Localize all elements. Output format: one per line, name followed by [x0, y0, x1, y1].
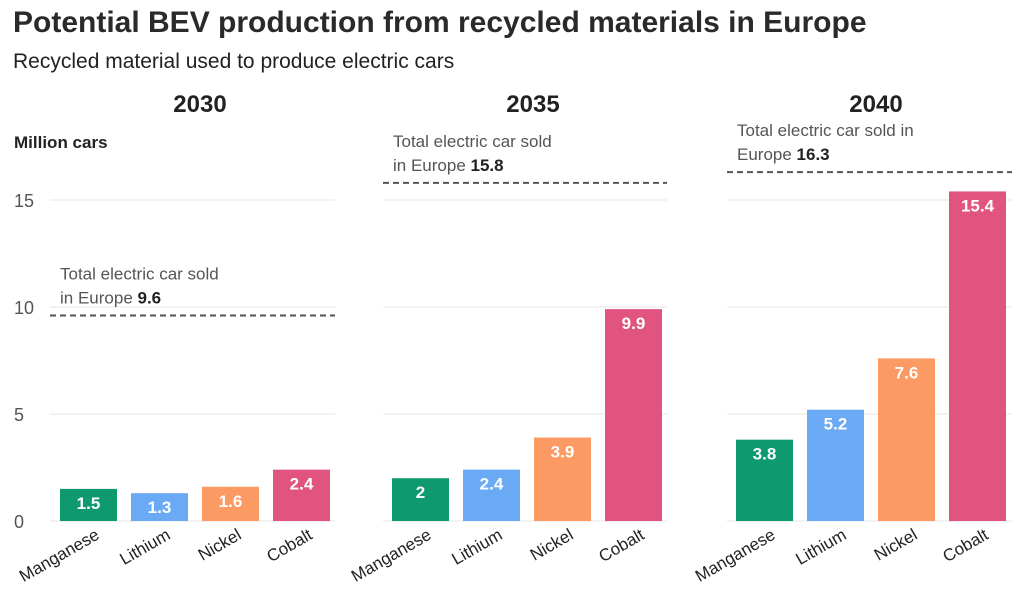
bar-value-label: 3.8 [753, 445, 777, 464]
chart-title: Potential BEV production from recycled m… [13, 6, 867, 39]
x-tick-label: Lithium [117, 525, 174, 569]
bar [878, 358, 935, 521]
bar-value-label: 7.6 [895, 363, 919, 382]
total-sold-value: 9.6 [138, 289, 162, 308]
chart-subtitle: Recycled material used to produce electr… [13, 50, 455, 73]
total-sold-label: Total electric car sold [60, 265, 219, 284]
x-tick-label: Nickel [195, 525, 245, 565]
y-tick-label: 5 [14, 405, 24, 425]
total-sold-label: Europe 16.3 [737, 145, 830, 164]
x-tick-label: Nickel [527, 525, 577, 565]
total-sold-label-text: in Europe [393, 156, 471, 175]
bar [392, 478, 449, 521]
y-axis-title: Million cars [14, 133, 108, 152]
bar [60, 488, 117, 521]
total-sold-label: in Europe 15.8 [393, 156, 504, 175]
total-sold-label: Total electric car sold [393, 132, 552, 151]
bar [605, 309, 662, 521]
bar-value-label: 1.3 [148, 498, 172, 517]
bar-value-label: 3.9 [551, 443, 575, 462]
bar [736, 439, 793, 521]
x-tick-label: Cobalt [263, 525, 315, 566]
bar-value-label: 15.4 [961, 196, 995, 215]
panel-title: 2040 [849, 91, 902, 118]
total-sold-label: Total electric car sold in [737, 121, 914, 140]
x-tick-label: Manganese [16, 525, 102, 586]
total-sold-label-text: Europe [737, 145, 797, 164]
bar-value-label: 2.4 [290, 475, 314, 494]
bar [273, 469, 330, 521]
bar [949, 191, 1006, 521]
y-tick-label: 10 [14, 298, 34, 318]
bar-value-label: 1.5 [77, 494, 101, 513]
bar [534, 437, 591, 521]
x-tick-label: Manganese [692, 525, 778, 586]
total-sold-label: in Europe 9.6 [60, 289, 161, 308]
x-tick-label: Lithium [793, 525, 850, 569]
total-sold-label-text: in Europe [60, 289, 138, 308]
bar-value-label: 1.6 [219, 492, 243, 511]
panel-title: 2030 [173, 91, 226, 118]
y-tick-label: 15 [14, 191, 34, 211]
x-tick-label: Manganese [348, 525, 434, 586]
y-tick-label: 0 [14, 512, 24, 532]
bar-value-label: 2.4 [480, 475, 504, 494]
panel-title: 2035 [506, 91, 559, 118]
bar-value-label: 2 [416, 483, 425, 502]
total-sold-value: 16.3 [797, 145, 830, 164]
bar [463, 469, 520, 521]
x-tick-label: Lithium [449, 525, 506, 569]
total-sold-value: 15.8 [471, 156, 504, 175]
x-tick-label: Nickel [871, 525, 921, 565]
bar [131, 493, 188, 521]
bar [807, 409, 864, 521]
bar-value-label: 9.9 [622, 314, 646, 333]
x-tick-label: Cobalt [595, 525, 647, 566]
x-tick-label: Cobalt [939, 525, 991, 566]
bar [202, 486, 259, 521]
bar-value-label: 5.2 [824, 415, 848, 434]
